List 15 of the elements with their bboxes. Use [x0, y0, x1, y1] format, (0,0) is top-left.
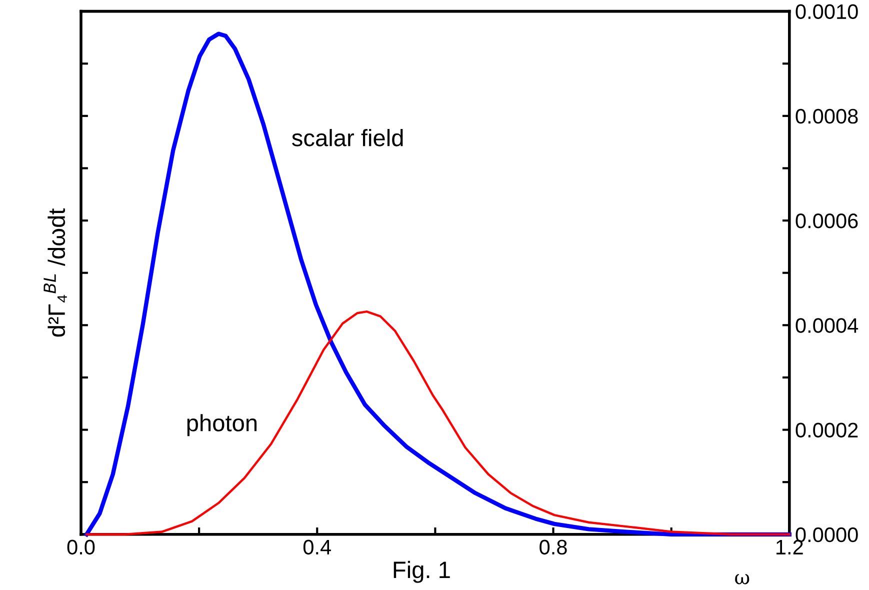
y-axis-title: d²Γ₄$^{BL}$ /dωdt — [44, 208, 67, 337]
x-axis-title: ω — [735, 574, 750, 584]
y-tick-label: 0.0002 — [796, 422, 858, 438]
line-series — [84, 32, 792, 536]
caption: Fig. 1 — [394, 560, 450, 583]
x-tick-label: 0.4 — [303, 540, 332, 555]
series-label: photon — [187, 414, 257, 436]
x-tick-label: 0.8 — [540, 540, 567, 555]
line-series — [86, 310, 791, 536]
y-tick-label: 0.0010 — [796, 4, 858, 20]
y-tick-label: 0.0006 — [796, 214, 858, 228]
x-tick-label: 0.0 — [67, 540, 95, 555]
y-tick-label: 0.0008 — [796, 108, 858, 124]
y-tick-label: 0.0004 — [796, 318, 858, 333]
series-label: scalar field — [292, 128, 403, 146]
